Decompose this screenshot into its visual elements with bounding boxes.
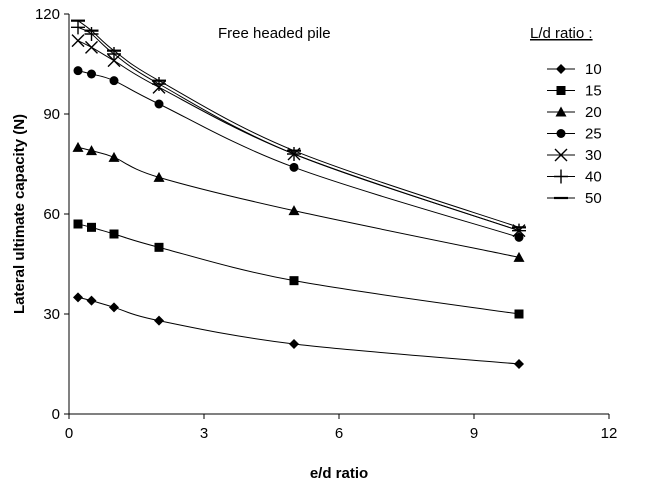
data-point-30 — [71, 34, 85, 48]
data-point-10 — [154, 315, 164, 326]
legend-item-25: 25 — [547, 126, 602, 143]
legend-label: 30 — [585, 147, 602, 164]
x-axis-label: e/d ratio — [310, 465, 368, 482]
legend-marker — [555, 106, 567, 117]
legend-marker — [556, 86, 566, 95]
data-point-15 — [109, 229, 119, 239]
series-lines — [77, 20, 520, 365]
data-point-15 — [514, 309, 524, 319]
series-line-10 — [77, 296, 520, 365]
legend-marker — [554, 148, 568, 162]
x-tick-labels: 0 3 6 9 12 — [65, 425, 618, 442]
y-tick-label: 120 — [35, 6, 60, 23]
data-point-25 — [87, 69, 96, 79]
chart-annotation: Free headed pile — [218, 25, 331, 42]
data-point-10 — [73, 292, 83, 303]
data-point-20 — [72, 141, 84, 152]
legend-marker — [554, 169, 568, 184]
x-tick-label: 3 — [200, 425, 208, 442]
y-axis-label: Lateral ultimate capacity (N) — [11, 114, 28, 314]
legend-items: 10 15 20 25 30 40 50 — [547, 61, 602, 207]
data-point-10 — [86, 295, 97, 306]
y-tick-label: 60 — [43, 206, 60, 223]
x-tick-label: 0 — [65, 425, 73, 442]
data-point-40 — [287, 147, 301, 161]
series-line-30 — [77, 40, 520, 232]
legend-item-20: 20 — [547, 104, 602, 121]
data-point-15 — [87, 222, 96, 232]
y-tick-label: 0 — [52, 406, 60, 423]
y-tick-label: 30 — [43, 306, 60, 323]
data-point-40 — [107, 47, 121, 61]
data-point-10 — [514, 359, 524, 369]
data-point-25 — [109, 76, 119, 86]
legend-item-30: 30 — [547, 147, 602, 164]
legend-marker — [556, 129, 566, 138]
data-point-25 — [73, 66, 83, 76]
data-point-20 — [288, 205, 300, 216]
y-tick-labels: 0 30 60 90 120 — [35, 6, 60, 423]
x-tick-label: 9 — [470, 425, 478, 442]
data-point-25 — [154, 99, 164, 109]
legend: L/d ratio : 10 15 20 25 30 40 50 — [530, 25, 602, 207]
data-point-20 — [153, 171, 165, 182]
x-tick-label: 12 — [601, 425, 618, 442]
data-point-15 — [73, 219, 83, 229]
data-point-40 — [84, 27, 99, 41]
legend-item-40: 40 — [547, 169, 602, 186]
axes — [64, 13, 610, 419]
series-line-40 — [77, 26, 520, 232]
data-point-10 — [289, 339, 299, 349]
data-point-10 — [109, 302, 119, 313]
legend-title: L/d ratio : — [530, 25, 593, 42]
legend-item-10: 10 — [547, 61, 602, 78]
data-point-20 — [513, 251, 525, 262]
data-point-40 — [512, 223, 526, 238]
legend-item-15: 15 — [547, 83, 602, 100]
x-tick-label: 6 — [335, 425, 343, 442]
legend-label: 10 — [585, 61, 602, 78]
legend-label: 50 — [585, 190, 602, 207]
data-point-40 — [71, 20, 85, 35]
legend-label: 20 — [585, 104, 602, 121]
data-point-40 — [152, 77, 166, 91]
legend-marker — [556, 64, 566, 74]
data-point-20 — [86, 145, 97, 156]
series-line-50 — [77, 20, 520, 228]
series-line-15 — [77, 223, 520, 315]
data-point-15 — [154, 242, 164, 252]
legend-item-50: 50 — [547, 190, 602, 207]
legend-label: 40 — [585, 169, 602, 186]
legend-label: 25 — [585, 126, 602, 143]
legend-label: 15 — [585, 83, 602, 100]
series-line-20 — [77, 146, 520, 258]
y-tick-label: 90 — [43, 106, 60, 123]
data-point-15 — [289, 276, 299, 286]
series-markers — [71, 19, 526, 369]
data-point-20 — [108, 151, 120, 162]
data-point-25 — [289, 162, 299, 172]
data-point-30 — [85, 40, 98, 54]
